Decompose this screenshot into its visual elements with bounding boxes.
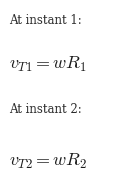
- Text: At instant 2:: At instant 2:: [9, 103, 82, 116]
- Text: $v_{T1} = wR_1$: $v_{T1} = wR_1$: [9, 55, 87, 74]
- Text: At instant 1:: At instant 1:: [9, 14, 82, 27]
- Text: $v_{T2} = wR_2$: $v_{T2} = wR_2$: [9, 152, 88, 171]
